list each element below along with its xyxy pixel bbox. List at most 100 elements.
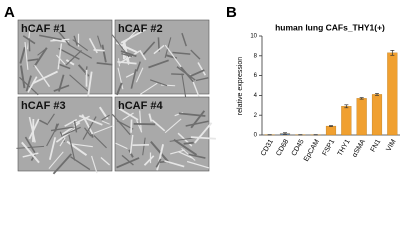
cell xyxy=(53,84,70,92)
cell xyxy=(120,28,147,44)
bar xyxy=(325,125,337,136)
cell xyxy=(65,50,82,66)
x-tick-label: VIM xyxy=(385,138,397,152)
cell xyxy=(164,44,182,68)
bar xyxy=(341,106,352,136)
cell xyxy=(176,66,196,81)
cell xyxy=(173,138,198,156)
cell xyxy=(181,32,187,47)
cell xyxy=(48,151,64,169)
cell xyxy=(164,160,185,168)
x-tick-label: CD68 xyxy=(275,138,290,157)
image-caption: hCAF #4 xyxy=(118,100,164,112)
cell xyxy=(135,67,144,83)
cell xyxy=(28,118,40,140)
cell xyxy=(188,153,206,159)
cell xyxy=(121,53,133,58)
cell xyxy=(164,37,172,58)
x-tick-label: CD45 xyxy=(291,138,306,157)
cell xyxy=(27,76,38,93)
cell xyxy=(139,110,142,132)
chart-title: human lung CAFs_THY1(+) xyxy=(275,22,385,32)
x-tick-label: αSMA xyxy=(351,138,367,158)
y-tick-label: 4 xyxy=(254,93,258,99)
cell xyxy=(72,39,89,51)
cell xyxy=(117,67,124,90)
cell xyxy=(197,62,207,76)
cell xyxy=(111,34,130,58)
cell xyxy=(115,142,128,150)
cell xyxy=(142,41,156,56)
cell xyxy=(59,137,66,147)
cell xyxy=(52,153,73,175)
cell xyxy=(37,118,49,126)
cell xyxy=(56,54,66,65)
error-bar xyxy=(283,132,287,135)
cell xyxy=(37,48,47,56)
cell xyxy=(28,116,36,143)
cell xyxy=(60,121,81,137)
cell xyxy=(96,62,113,66)
cell xyxy=(121,27,140,47)
cell xyxy=(19,47,26,64)
image-caption: hCAF #2 xyxy=(118,23,163,35)
cell xyxy=(25,75,32,92)
y-tick-label: 8 xyxy=(254,53,258,59)
cell xyxy=(57,63,71,70)
cell xyxy=(181,148,196,161)
cell xyxy=(93,125,114,134)
cell xyxy=(178,151,193,159)
cell xyxy=(190,49,201,60)
cell xyxy=(82,116,97,140)
cell xyxy=(24,42,29,70)
error-bar xyxy=(375,93,379,96)
cell xyxy=(67,43,93,59)
cell xyxy=(27,24,32,50)
cell xyxy=(97,35,102,48)
cell xyxy=(185,120,209,127)
y-tick-label: 2 xyxy=(254,113,258,119)
cell xyxy=(153,44,165,55)
error-bar xyxy=(390,50,395,56)
cell xyxy=(148,113,153,122)
cell xyxy=(33,47,48,68)
cell xyxy=(66,140,88,156)
cell xyxy=(84,127,92,137)
cell xyxy=(142,137,146,156)
cell xyxy=(120,50,137,58)
cell xyxy=(172,51,191,55)
cell xyxy=(130,69,137,89)
cell xyxy=(20,65,26,89)
cell xyxy=(100,156,111,166)
cell xyxy=(32,70,59,85)
cell xyxy=(24,136,36,154)
cell xyxy=(160,84,176,87)
cell xyxy=(139,49,147,61)
y-tick-label: 10 xyxy=(250,34,257,40)
cell xyxy=(155,158,162,168)
cell xyxy=(149,79,168,87)
cell xyxy=(72,115,90,125)
image-caption: hCAF #3 xyxy=(21,100,66,112)
panel-label: B xyxy=(226,4,237,21)
cell xyxy=(58,31,71,47)
cell xyxy=(125,72,135,78)
cell xyxy=(16,145,45,149)
cell xyxy=(39,34,62,41)
cell xyxy=(164,118,182,134)
y-tick-label: 0 xyxy=(254,133,258,139)
cell xyxy=(22,152,39,158)
cell xyxy=(50,126,74,132)
cell xyxy=(86,71,93,100)
cell xyxy=(117,107,139,121)
cell xyxy=(115,82,123,96)
cell xyxy=(78,114,103,126)
cell xyxy=(170,149,185,155)
y-tick-label: 6 xyxy=(254,73,258,79)
cell xyxy=(189,74,201,100)
error-bar xyxy=(344,104,349,109)
cell xyxy=(136,61,141,72)
bar xyxy=(387,52,398,136)
cell xyxy=(21,141,40,164)
cell xyxy=(111,113,131,136)
